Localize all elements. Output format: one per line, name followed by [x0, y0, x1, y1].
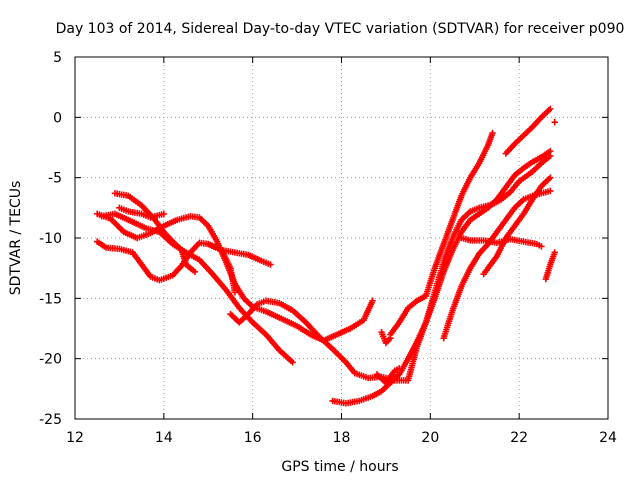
data-point — [547, 187, 554, 195]
y-tick-label: -5 — [48, 171, 62, 187]
data-point — [551, 118, 558, 126]
series-arc-4 — [111, 190, 199, 275]
x-axis-ticks: 12 14 16 18 20 22 24 — [66, 57, 617, 446]
data-point — [489, 129, 496, 137]
series-arc-17 — [551, 118, 558, 126]
data-point — [551, 249, 558, 256]
x-tick-label: 18 — [333, 430, 351, 446]
series-arc-9 — [373, 365, 403, 386]
data-point — [191, 268, 199, 275]
data-point — [289, 359, 296, 366]
data-point — [547, 174, 554, 181]
series-arc-8 — [329, 147, 554, 407]
y-axis-label: SDTVAR / TECUs — [8, 181, 24, 296]
data-points — [94, 105, 558, 407]
x-tick-label: 20 — [421, 430, 439, 446]
series-arc-10 — [387, 129, 496, 338]
series-arc-6 — [205, 240, 239, 296]
series-arc-11 — [378, 328, 394, 347]
x-axis-label: GPS time / hours — [281, 459, 398, 475]
series-arc-16 — [542, 249, 558, 283]
x-tick-label: 14 — [155, 430, 173, 446]
y-tick-label: -10 — [39, 231, 62, 247]
series-arc-15 — [502, 105, 554, 157]
data-point — [538, 243, 545, 250]
x-tick-label: 24 — [599, 430, 617, 446]
data-point — [547, 147, 554, 155]
data-point — [387, 334, 394, 342]
y-axis-ticks: -25 -20 -15 -10 -5 0 5 — [39, 50, 608, 428]
x-tick-label: 22 — [510, 430, 528, 446]
series-arc-3 — [98, 210, 296, 366]
data-point — [369, 297, 376, 304]
series-arc-14 — [480, 174, 554, 278]
x-tick-label: 12 — [66, 430, 84, 446]
y-tick-label: -20 — [39, 352, 62, 368]
data-point — [267, 261, 274, 268]
plot-frame — [74, 56, 609, 420]
data-point — [160, 210, 168, 218]
series-arc-5 — [116, 204, 168, 221]
chart-title: Day 103 of 2014, Sidereal Day-to-day VTE… — [56, 21, 625, 37]
data-point — [231, 289, 239, 296]
y-tick-label: 0 — [53, 110, 62, 126]
data-point — [547, 105, 554, 113]
data-point — [396, 365, 403, 372]
y-tick-label: -15 — [39, 291, 62, 307]
y-tick-label: -25 — [39, 412, 62, 428]
grid-lines — [75, 57, 608, 419]
x-tick-label: 16 — [244, 430, 262, 446]
y-tick-label: 5 — [53, 50, 62, 66]
